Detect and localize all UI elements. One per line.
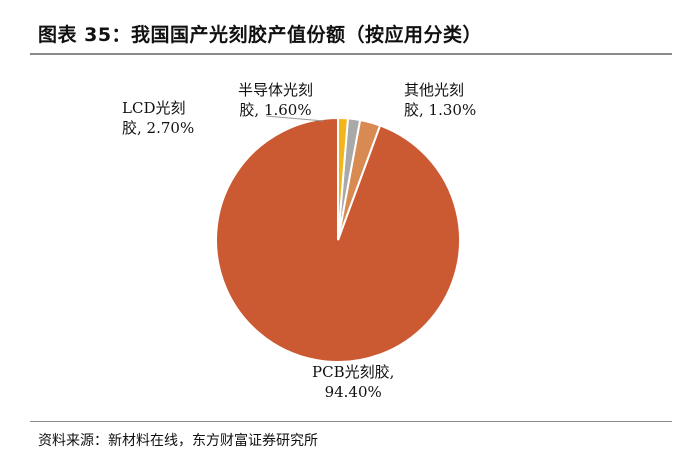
label-other: 其他光刻 胶, 1.30%: [404, 80, 476, 120]
label-lcd-name: LCD光刻: [122, 99, 186, 117]
label-other-value: 1.30%: [428, 101, 477, 119]
source-divider: [30, 421, 672, 422]
label-pcb: PCB光刻胶, 94.40%: [312, 362, 394, 402]
label-pcb-value: 94.40%: [324, 383, 382, 401]
leader-line-semiconductor: [265, 115, 325, 122]
label-pcb-name: PCB光刻胶,: [312, 363, 395, 381]
label-semiconductor: 半导体光刻 胶, 1.60%: [238, 80, 313, 120]
label-lcd: LCD光刻 胶, 2.70%: [122, 98, 194, 138]
source-note: 资料来源：新材料在线，东方财富证券研究所: [38, 433, 318, 449]
label-semiconductor-value: 1.60%: [263, 101, 312, 119]
label-semiconductor-name: 半导体光刻: [238, 81, 314, 99]
chart-title: 图表 35：我国国产光刻胶产值份额（按应用分类）: [38, 24, 483, 46]
label-semiconductor-cont: 胶,: [239, 101, 264, 119]
label-lcd-cont: 胶,: [122, 119, 147, 137]
slice-other: [337, 116, 350, 241]
title-divider: [30, 53, 672, 55]
label-lcd-value: 2.70%: [146, 119, 195, 137]
label-other-name: 其他光刻: [404, 81, 465, 99]
label-other-cont: 胶,: [404, 101, 429, 119]
